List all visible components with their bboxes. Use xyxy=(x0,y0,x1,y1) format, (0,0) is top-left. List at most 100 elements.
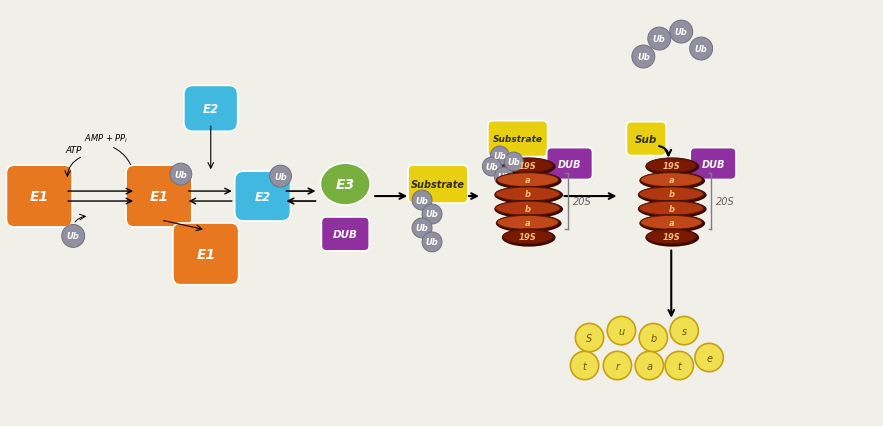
Text: a: a xyxy=(525,219,531,227)
FancyBboxPatch shape xyxy=(184,86,238,132)
Text: S: S xyxy=(586,333,592,343)
FancyBboxPatch shape xyxy=(126,166,192,227)
Text: 19S: 19S xyxy=(662,161,680,171)
Text: Ub: Ub xyxy=(486,163,498,172)
Text: Ub: Ub xyxy=(426,210,438,219)
Text: b: b xyxy=(668,190,675,199)
Circle shape xyxy=(62,225,85,248)
Ellipse shape xyxy=(495,201,560,216)
Text: Substrate: Substrate xyxy=(493,135,543,144)
Circle shape xyxy=(665,351,693,380)
Text: E1: E1 xyxy=(196,247,215,261)
Text: b: b xyxy=(668,204,675,213)
Ellipse shape xyxy=(638,201,706,219)
FancyBboxPatch shape xyxy=(321,218,369,251)
Ellipse shape xyxy=(646,159,696,173)
Text: E3: E3 xyxy=(336,178,355,192)
Text: Ub: Ub xyxy=(508,158,520,167)
FancyBboxPatch shape xyxy=(626,122,667,156)
Text: E1: E1 xyxy=(30,190,49,204)
Text: Ub: Ub xyxy=(274,172,287,181)
Circle shape xyxy=(170,164,192,186)
Ellipse shape xyxy=(640,216,702,230)
Ellipse shape xyxy=(645,158,699,176)
Circle shape xyxy=(576,324,604,352)
Ellipse shape xyxy=(639,172,706,190)
Circle shape xyxy=(570,351,599,380)
Text: Ub: Ub xyxy=(416,224,428,233)
Circle shape xyxy=(422,204,442,225)
Circle shape xyxy=(603,351,631,380)
Ellipse shape xyxy=(639,215,706,233)
Text: Ub: Ub xyxy=(637,53,650,62)
Ellipse shape xyxy=(502,229,555,247)
Ellipse shape xyxy=(640,173,702,187)
Text: Ub: Ub xyxy=(675,28,688,37)
Text: a: a xyxy=(668,219,674,227)
Text: E1: E1 xyxy=(149,190,169,204)
Ellipse shape xyxy=(502,230,553,244)
Text: b: b xyxy=(650,333,656,343)
Text: Ub: Ub xyxy=(695,45,707,54)
Ellipse shape xyxy=(321,164,370,205)
Text: Ub: Ub xyxy=(67,232,79,241)
Text: AMP + PP$_i$: AMP + PP$_i$ xyxy=(84,132,128,145)
Text: Ub: Ub xyxy=(426,238,438,247)
Text: a: a xyxy=(668,176,674,185)
Ellipse shape xyxy=(494,201,563,219)
Ellipse shape xyxy=(646,230,696,244)
Text: s: s xyxy=(682,326,687,336)
Ellipse shape xyxy=(497,173,559,187)
FancyBboxPatch shape xyxy=(487,121,547,157)
Circle shape xyxy=(695,343,723,372)
Text: a: a xyxy=(525,176,531,185)
FancyBboxPatch shape xyxy=(691,148,736,180)
Circle shape xyxy=(669,21,692,44)
Circle shape xyxy=(608,317,636,345)
Text: Sub: Sub xyxy=(635,134,658,144)
Ellipse shape xyxy=(639,201,704,216)
Ellipse shape xyxy=(639,187,704,201)
FancyBboxPatch shape xyxy=(173,224,238,285)
Text: 19S: 19S xyxy=(519,161,537,171)
Text: Ub: Ub xyxy=(497,173,510,181)
Ellipse shape xyxy=(502,159,553,173)
Text: a: a xyxy=(646,361,653,371)
Circle shape xyxy=(632,46,655,69)
Text: E2: E2 xyxy=(254,190,271,203)
Text: t: t xyxy=(677,361,681,371)
Text: r: r xyxy=(615,361,620,371)
Ellipse shape xyxy=(495,187,560,201)
Text: 19S: 19S xyxy=(519,233,537,242)
Text: t: t xyxy=(583,361,586,371)
Circle shape xyxy=(670,317,698,345)
Ellipse shape xyxy=(496,215,562,233)
FancyBboxPatch shape xyxy=(235,172,291,222)
Circle shape xyxy=(490,147,509,166)
Circle shape xyxy=(494,167,513,187)
Ellipse shape xyxy=(497,216,559,230)
Ellipse shape xyxy=(638,187,706,204)
Text: e: e xyxy=(706,353,712,363)
Text: Substrate: Substrate xyxy=(411,180,465,190)
Circle shape xyxy=(422,233,442,252)
Text: 20S: 20S xyxy=(572,196,592,207)
Text: Ub: Ub xyxy=(653,35,666,44)
Text: DUB: DUB xyxy=(701,159,725,169)
Ellipse shape xyxy=(645,229,699,247)
Circle shape xyxy=(648,28,671,51)
Circle shape xyxy=(639,324,668,352)
Ellipse shape xyxy=(496,172,562,190)
Text: b: b xyxy=(525,204,531,213)
Circle shape xyxy=(690,38,713,61)
FancyBboxPatch shape xyxy=(6,166,72,227)
Circle shape xyxy=(482,158,502,177)
Circle shape xyxy=(412,190,432,210)
Text: DUB: DUB xyxy=(333,229,358,239)
Text: DUB: DUB xyxy=(558,159,581,169)
Circle shape xyxy=(412,219,432,239)
Text: Ub: Ub xyxy=(416,196,428,205)
Text: u: u xyxy=(618,326,624,336)
Text: 19S: 19S xyxy=(662,233,680,242)
Text: E2: E2 xyxy=(203,103,219,115)
